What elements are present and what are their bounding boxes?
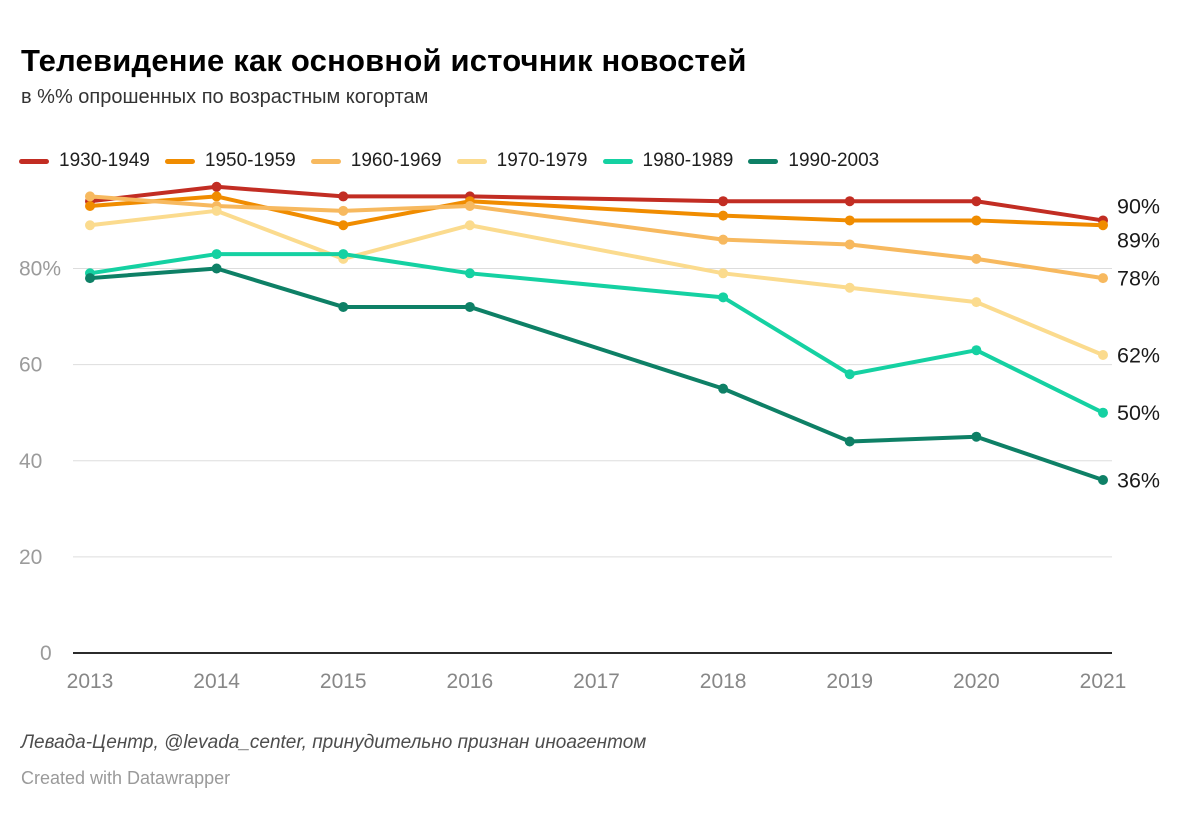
x-tick-label-2015: 2015 [320,670,367,693]
data-point-1990-2003-2016 [464,301,475,312]
data-point-1960-1969-2020 [971,253,982,264]
legend-swatch-icon [748,158,779,164]
series-line-1970-1979 [88,208,1105,358]
x-tick-label-2019: 2019 [826,670,873,693]
page-title: Телевидение как основной источник новост… [21,42,747,78]
data-point-1950-1959-2013 [85,201,95,212]
legend-swatch-icon [19,158,49,164]
data-point-1930-1949-2015 [338,191,349,202]
end-value-label-1960-1969: 78% [1117,267,1160,291]
legend-label: 1970-1979 [496,150,588,171]
end-value-label-1970-1979: 62% [1117,344,1160,368]
data-point-1990-2003-2020 [971,431,982,442]
data-point-1950-1959-2018 [718,210,729,221]
x-tick-label-2021: 2021 [1080,670,1127,693]
legend-label: 1980-1989 [642,150,734,171]
data-point-1930-1949-2014 [211,181,222,192]
series-line-1960-1969 [88,194,1105,281]
legend-label: 1930-1949 [59,150,150,171]
data-point-1970-1979-2014 [211,205,222,216]
data-point-1980-1989-2016 [464,268,475,279]
data-point-1960-1969-2018 [718,234,729,245]
data-point-1970-1979-2021 [1098,350,1108,361]
data-point-1950-1959-2020 [971,215,982,226]
legend-item-1980-1989: 1980-1989 [602,150,734,172]
legend-label: 1990-2003 [788,150,880,171]
data-point-1980-1989-2021 [1098,407,1108,418]
end-value-label-1990-2003: 36% [1117,468,1160,492]
data-point-1950-1959-2019 [844,215,855,226]
data-point-1950-1959-2021 [1098,220,1108,231]
y-tick-label-80: 80% [19,258,61,281]
legend-label: 1950-1959 [204,150,296,171]
legend-item-1950-1959: 1950-1959 [164,150,296,172]
legend-label: 1960-1969 [350,150,442,171]
x-tick-label-2017: 2017 [573,670,620,693]
y-tick-label-20: 20 [19,546,42,569]
series-line-1930-1949 [88,184,1105,223]
legend-item-1930-1949: 1930-1949 [19,150,150,172]
data-point-1960-1969-2013 [85,191,95,202]
data-point-1970-1979-2019 [844,282,855,293]
legend-swatch-icon [456,158,487,164]
data-point-1970-1979-2018 [718,268,729,279]
end-value-label-1930-1949: 90% [1117,194,1160,218]
data-point-1970-1979-2013 [85,220,95,231]
data-point-1930-1949-2019 [844,196,855,207]
data-point-1990-2003-2019 [844,436,855,447]
data-point-1990-2003-2013 [85,273,95,284]
end-value-label-1950-1959: 89% [1117,228,1160,252]
x-tick-label-2020: 2020 [953,670,1000,693]
chart-subtitle: в %% опрошенных по возрастным когортам [21,86,429,108]
series-line-1950-1959 [88,194,1105,228]
data-point-1980-1989-2014 [211,249,222,260]
y-tick-label-60: 60 [19,354,42,377]
legend-swatch-icon [602,158,633,164]
legend-swatch-icon [310,158,341,164]
data-point-1990-2003-2014 [211,263,222,274]
x-tick-label-2013: 2013 [67,670,114,693]
data-point-1980-1989-2019 [844,369,855,380]
chart-legend: 1930-1949 1950-1959 1960-1969 1970-1979 1980… [19,150,1189,172]
data-point-1990-2003-2015 [338,301,349,312]
data-point-1930-1949-2018 [718,196,729,207]
data-point-1970-1979-2020 [971,297,982,308]
data-point-1950-1959-2015 [338,220,349,231]
source-attribution: Левада-Центр, @levada_center, принудител… [21,732,647,753]
legend-item-1970-1979: 1970-1979 [456,150,588,172]
data-point-1960-1969-2019 [844,239,855,250]
x-tick-label-2018: 2018 [700,670,747,693]
data-point-1950-1959-2014 [211,191,222,202]
data-point-1990-2003-2021 [1098,474,1108,485]
data-point-1990-2003-2018 [718,383,729,394]
data-point-1960-1969-2016 [464,201,475,212]
legend-swatch-icon [164,158,195,164]
y-tick-label-40: 40 [19,450,42,473]
legend-item-1990-2003: 1990-2003 [748,150,879,172]
data-point-1960-1969-2015 [338,205,349,216]
y-tick-label-0: 0 [40,642,52,665]
data-point-1980-1989-2015 [338,249,349,260]
datawrapper-credit: Created with Datawrapper [21,768,231,788]
data-point-1970-1979-2016 [464,220,475,231]
data-point-1980-1989-2020 [971,345,982,356]
x-tick-label-2016: 2016 [447,670,494,693]
line-chart: 0 20 40 60 80% 2013 2014 2015 2016 2017 2018 2019 20… [19,181,1160,693]
x-tick-label-2014: 2014 [193,670,240,693]
data-point-1960-1969-2021 [1098,273,1108,284]
data-point-1930-1949-2020 [971,196,982,207]
data-point-1980-1989-2018 [718,292,729,303]
legend-item-1960-1969: 1960-1969 [310,150,442,172]
series-line-1980-1989 [88,252,1105,415]
series-line-1990-2003 [88,266,1105,482]
end-value-label-1980-1989: 50% [1117,401,1160,425]
